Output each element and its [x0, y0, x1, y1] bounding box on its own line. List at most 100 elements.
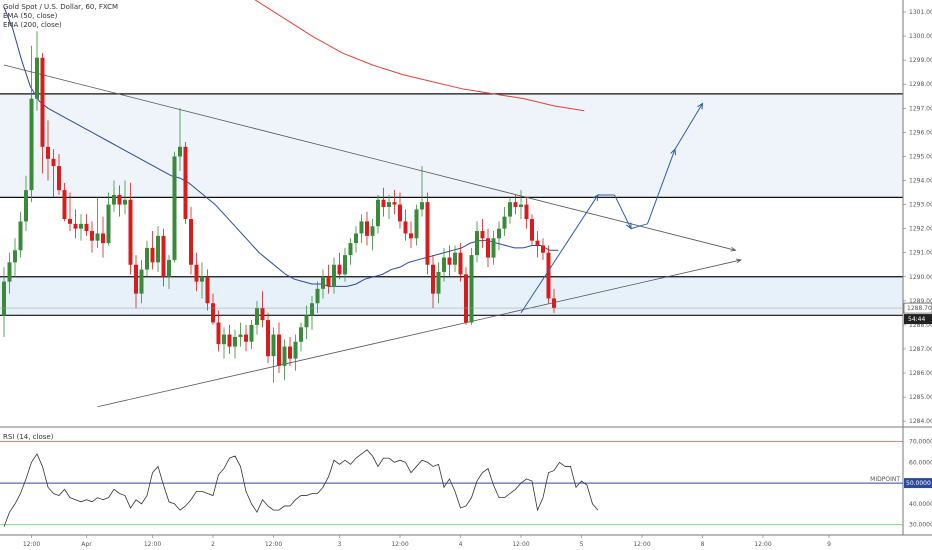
candle-body: [29, 98, 34, 191]
candle-body: [546, 252, 551, 299]
time-tick-label: 2: [211, 541, 215, 548]
time-tick-label: 3: [338, 541, 342, 548]
projection-segment: [674, 103, 703, 150]
price-tick-label: 1301.00: [909, 9, 932, 16]
candle-body: [216, 322, 221, 345]
candle-body: [304, 315, 309, 328]
candle-body: [552, 298, 556, 309]
candle-body: [403, 221, 408, 234]
candle-body: [524, 204, 529, 220]
price-tick-label: 1298.00: [909, 81, 932, 88]
candle-body: [508, 202, 512, 217]
candle-body: [530, 219, 534, 241]
candle-body: [211, 303, 215, 323]
price-tick-label: 1288.00: [909, 322, 932, 329]
candle-body: [486, 238, 490, 258]
candle-body: [497, 228, 501, 239]
trendline-arrowhead: [736, 258, 743, 264]
candle-body: [167, 259, 171, 277]
candle-body: [51, 158, 56, 167]
candle-body: [90, 231, 94, 241]
time-tick-label: 9: [827, 541, 831, 548]
candle-body: [458, 252, 463, 275]
chart-legend: Gold Spot / U.S. Dollar, 60, FXCM EMA (5…: [3, 3, 118, 30]
candle-body: [194, 264, 199, 282]
time-tick-label: 12:00: [144, 541, 161, 548]
current-price-label: 1288.70: [907, 305, 932, 312]
candle-body: [541, 245, 545, 253]
candle-body: [123, 199, 127, 205]
candle-body: [46, 146, 50, 159]
trendline: [3, 64, 736, 251]
candle-body: [398, 204, 402, 222]
candle-body: [271, 334, 276, 357]
candle-body: [266, 320, 270, 357]
rsi-line: [3, 449, 599, 527]
rsi-legend: RSI (14, close): [3, 433, 54, 441]
candle-body: [431, 264, 435, 294]
candle-body: [35, 57, 39, 99]
candle-body: [288, 346, 292, 359]
time-tick-label: Apr: [81, 541, 92, 548]
candle-body: [249, 324, 254, 342]
candle-body: [480, 231, 485, 239]
candle-body: [513, 202, 518, 207]
projection-arrowhead: [697, 102, 704, 110]
candle-body: [277, 334, 281, 366]
candle-body: [233, 336, 237, 347]
rsi-tick-label: 60.0000: [909, 459, 932, 466]
ema200-legend: EMA (200, close): [3, 21, 62, 29]
candle-body: [18, 221, 23, 251]
candle-body: [62, 190, 67, 220]
candle-body: [134, 264, 138, 294]
price-tick-label: 1287.00: [909, 346, 932, 353]
rsi-tick-label: 30.0000: [909, 522, 932, 529]
price-tick-label: 1295.00: [909, 153, 932, 160]
time-tick-label: 12:00: [633, 541, 650, 548]
candle-body: [502, 216, 507, 229]
candle-body: [414, 209, 419, 239]
candle-body: [79, 223, 83, 229]
candle-body: [354, 233, 358, 244]
candle-body: [172, 156, 177, 260]
candle-body: [106, 204, 111, 244]
price-tick-label: 1286.00: [909, 370, 932, 377]
price-tick-label: 1296.00: [909, 129, 932, 136]
candle-body: [13, 250, 17, 263]
price-tick-label: 1284.00: [909, 418, 932, 425]
candle-body: [150, 247, 155, 263]
candle-body: [238, 334, 243, 337]
candle-body: [139, 269, 144, 294]
candle-body: [387, 202, 391, 207]
candle-body: [156, 235, 160, 263]
symbol-title: Gold Spot / U.S. Dollar, 60, FXCM: [3, 3, 119, 11]
price-tick-label: 1294.00: [909, 178, 932, 185]
price-tick-label: 1289.00: [909, 298, 932, 305]
candle-body: [436, 271, 441, 294]
rsi-current-label: 50.0000: [906, 480, 931, 487]
candle-body: [365, 221, 369, 236]
candle-body: [222, 334, 226, 345]
time-tick-label: 5: [580, 541, 584, 548]
candle-body: [469, 255, 474, 323]
candle-body: [447, 257, 452, 265]
countdown-label: 54:44: [908, 316, 925, 323]
candle-body: [381, 199, 386, 207]
price-tick-label: 1300.00: [909, 33, 932, 40]
candle-body: [205, 276, 210, 304]
rsi-tick-label: 40.0000: [909, 501, 932, 508]
candle-body: [244, 334, 248, 342]
candle-body: [315, 288, 320, 304]
candle-body: [282, 346, 287, 366]
candle-body: [376, 199, 380, 227]
ema50-legend: EMA (50, close): [3, 12, 58, 20]
ema50-line: [3, 7, 559, 287]
candle-body: [310, 303, 314, 316]
candle-body: [128, 199, 133, 265]
projection-segment: [520, 194, 599, 314]
time-tick-label: 12:00: [265, 541, 282, 548]
candle-body: [189, 219, 193, 265]
rsi-current-tag: [904, 478, 932, 489]
time-tick-label: 12:00: [754, 541, 771, 548]
